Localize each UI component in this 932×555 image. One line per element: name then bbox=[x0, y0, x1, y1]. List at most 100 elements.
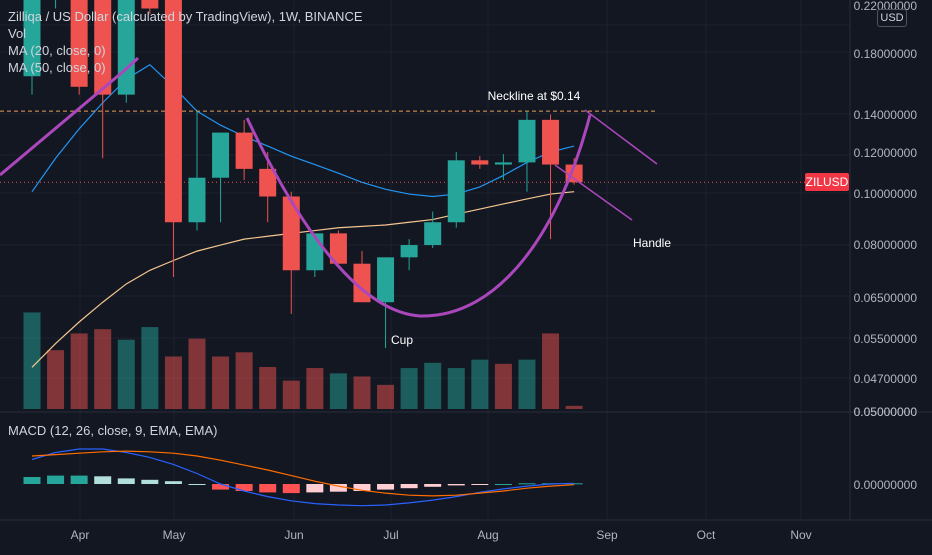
currency-button[interactable]: USD bbox=[877, 9, 907, 27]
macd-histogram-bar bbox=[447, 484, 465, 486]
macd-histogram-bar bbox=[235, 484, 253, 491]
ma50-line bbox=[31, 191, 575, 368]
macd-histogram-bar bbox=[471, 484, 489, 485]
macd-histogram-bar bbox=[47, 475, 65, 484]
macd-histogram-bar bbox=[164, 481, 182, 484]
volume-bar bbox=[117, 339, 135, 409]
macd-histogram-bar bbox=[400, 484, 418, 489]
macd-histogram-bar bbox=[306, 484, 324, 493]
volume-bar bbox=[542, 333, 560, 409]
volume-legend: Vol bbox=[8, 26, 27, 41]
volume-bar bbox=[353, 376, 371, 409]
price-tick-label: 0.06500000 bbox=[854, 291, 918, 305]
chart-legend: Zilliqa / US Dollar (calculated by Tradi… bbox=[8, 8, 363, 76]
price-tick-label: 0.08000000 bbox=[854, 238, 918, 252]
macd-histogram-bar bbox=[23, 477, 41, 484]
volume-bar bbox=[70, 333, 88, 409]
macd-tick-label: 0.00000000 bbox=[854, 478, 918, 492]
volume-bar bbox=[494, 363, 512, 409]
handle-label: Handle bbox=[633, 236, 671, 250]
volume-bar bbox=[518, 359, 536, 409]
ma50-legend: MA (50, close, 0) bbox=[8, 60, 106, 75]
candle-body bbox=[494, 162, 512, 165]
symbol-price-tag: ZILUSD bbox=[805, 173, 849, 191]
price-tick-label: 0.04700000 bbox=[854, 372, 918, 386]
signal-line bbox=[31, 450, 575, 497]
macd-histogram-bar bbox=[141, 479, 159, 484]
price-tick-label: 0.10000000 bbox=[854, 187, 918, 201]
candle-body bbox=[400, 245, 418, 258]
time-tick-label: Sep bbox=[596, 528, 618, 542]
candle-body bbox=[212, 132, 230, 178]
ma20-line bbox=[31, 63, 575, 198]
candle-body bbox=[23, 0, 41, 77]
volume-bar bbox=[447, 368, 465, 409]
macd-histogram-bar bbox=[518, 483, 536, 485]
candle-body bbox=[471, 160, 489, 165]
macd-histogram-bar bbox=[353, 484, 371, 491]
macd-histogram-bar bbox=[70, 475, 88, 484]
candle-body bbox=[447, 160, 465, 223]
time-tick-label: Aug bbox=[477, 528, 498, 542]
candle-body bbox=[329, 233, 347, 264]
volume-bar bbox=[188, 338, 206, 409]
macd-histogram-bar bbox=[329, 484, 347, 492]
macd-histogram-bar bbox=[94, 476, 112, 484]
volume-bar bbox=[212, 356, 230, 409]
macd-histogram-bar bbox=[424, 484, 442, 487]
volume-bar bbox=[377, 384, 395, 409]
candle-body bbox=[235, 132, 253, 169]
candle-body bbox=[164, 0, 182, 223]
candle-body bbox=[542, 119, 560, 165]
candle-body bbox=[141, 0, 159, 9]
price-tick-label: 0.05500000 bbox=[854, 332, 918, 346]
candle-body bbox=[424, 222, 442, 246]
candle-body bbox=[377, 257, 395, 303]
candle-body bbox=[282, 196, 300, 271]
neckline-label: Neckline at $0.14 bbox=[488, 89, 581, 103]
volume-bar bbox=[306, 368, 324, 409]
macd-histogram-bar bbox=[117, 478, 135, 484]
macd-legend: MACD (12, 26, close, 9, EMA, EMA) bbox=[8, 423, 218, 438]
time-tick-label: Oct bbox=[697, 528, 716, 542]
volume-bar bbox=[400, 368, 418, 409]
time-tick-label: Nov bbox=[790, 528, 811, 542]
candle-body bbox=[518, 119, 536, 163]
cup-label: Cup bbox=[391, 333, 413, 347]
volume-bar bbox=[94, 329, 112, 409]
macd-line bbox=[31, 448, 575, 507]
handle-lower-line bbox=[554, 164, 633, 221]
macd-histogram-bar bbox=[494, 484, 512, 485]
price-tick-label: 0.18000000 bbox=[854, 47, 918, 61]
macd-histogram-bar bbox=[259, 484, 277, 493]
volume-bar bbox=[329, 373, 347, 409]
time-tick-label: Jul bbox=[383, 528, 398, 542]
candle-body bbox=[188, 177, 206, 223]
time-tick-label: Apr bbox=[71, 528, 90, 542]
price-tick-label: 0.05000000 bbox=[854, 405, 918, 419]
macd-histogram-bar bbox=[377, 484, 395, 490]
candle-body bbox=[70, 0, 88, 87]
volume-bar bbox=[23, 312, 41, 409]
volume-bar bbox=[164, 356, 182, 409]
macd-tick-label: 0.05000000 bbox=[854, 405, 918, 419]
volume-bar bbox=[565, 405, 583, 409]
volume-bar bbox=[141, 327, 159, 409]
pattern-rise-line bbox=[0, 56, 140, 177]
volume-bar bbox=[282, 380, 300, 409]
volume-bar bbox=[259, 367, 277, 409]
time-tick-label: May bbox=[163, 528, 186, 542]
volume-bar bbox=[471, 359, 489, 409]
volume-bar bbox=[47, 350, 65, 409]
macd-histogram-bar bbox=[212, 484, 230, 490]
price-tick-label: 0.12000000 bbox=[854, 146, 918, 160]
price-tick-label: 0.14000000 bbox=[854, 108, 918, 122]
volume-bar bbox=[424, 362, 442, 409]
volume-bar bbox=[235, 352, 253, 409]
ma20-legend: MA (20, close, 0) bbox=[8, 43, 106, 58]
cup-curve bbox=[245, 114, 592, 318]
macd-histogram-bar bbox=[188, 484, 206, 485]
chart-title: Zilliqa / US Dollar (calculated by Tradi… bbox=[8, 9, 363, 24]
